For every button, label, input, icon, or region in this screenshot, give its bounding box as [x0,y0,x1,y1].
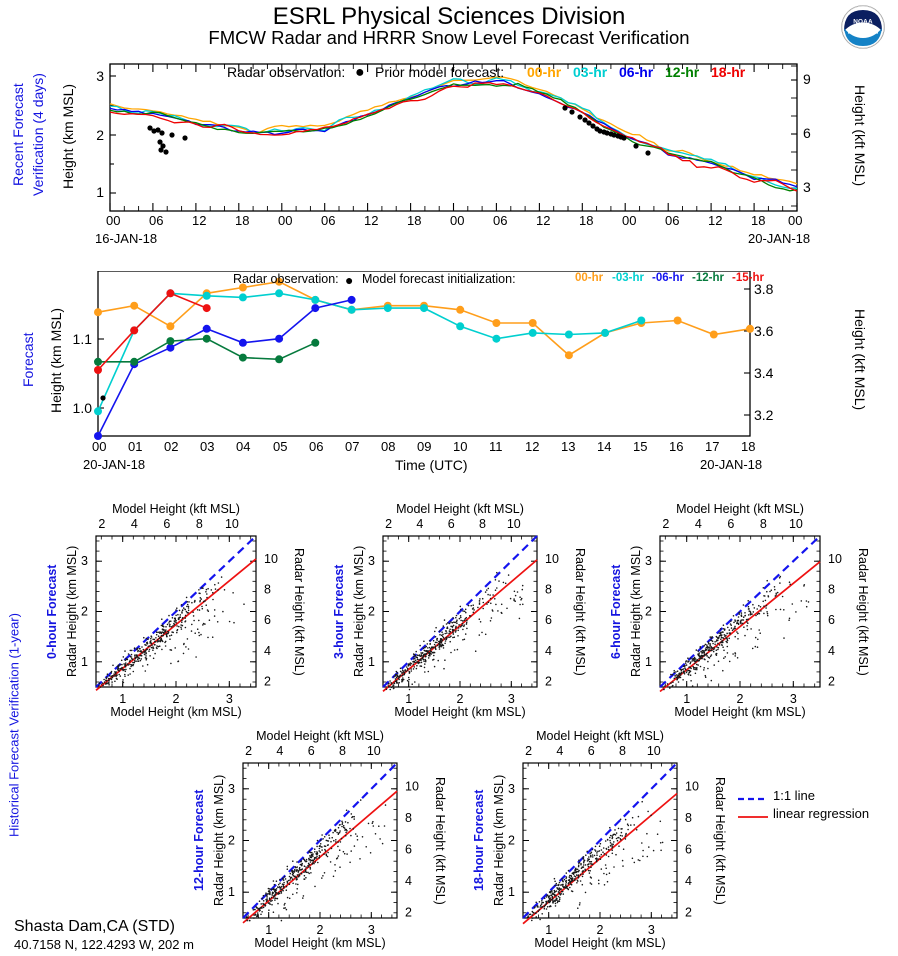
svg-text:3: 3 [803,179,811,195]
svg-text:3: 3 [226,692,233,706]
svg-text:3.4: 3.4 [754,365,774,381]
svg-text:2: 2 [828,675,835,689]
svg-text:4: 4 [685,874,692,888]
svg-text:2: 2 [685,905,692,919]
svg-text:6: 6 [588,744,595,758]
svg-text:8: 8 [264,582,271,596]
svg-text:3.2: 3.2 [754,407,774,423]
svg-text:1: 1 [405,692,412,706]
svg-text:3: 3 [508,692,515,706]
svg-text:2: 2 [368,605,375,619]
svg-text:2: 2 [597,923,604,937]
svg-text:4: 4 [545,644,552,658]
svg-text:2: 2 [81,605,88,619]
svg-text:3.6: 3.6 [754,323,774,339]
svg-text:4: 4 [405,874,412,888]
svg-text:8: 8 [545,582,552,596]
svg-text:10: 10 [789,517,803,531]
svg-text:1: 1 [119,692,126,706]
svg-text:6: 6 [685,842,692,856]
svg-text:4: 4 [828,644,835,658]
svg-text:2: 2 [173,692,180,706]
svg-text:4: 4 [264,644,271,658]
svg-text:2: 2 [457,692,464,706]
svg-text:1: 1 [645,655,652,669]
svg-text:10: 10 [367,744,381,758]
svg-text:1: 1 [683,692,690,706]
svg-text:8: 8 [196,517,203,531]
svg-text:6: 6 [163,517,170,531]
svg-text:3: 3 [508,782,515,796]
svg-text:6: 6 [264,613,271,627]
svg-text:3: 3 [648,923,655,937]
svg-text:3: 3 [81,554,88,568]
svg-text:2: 2 [96,127,104,143]
svg-text:4: 4 [131,517,138,531]
svg-text:10: 10 [545,552,559,566]
svg-text:10: 10 [264,552,278,566]
svg-text:2: 2 [228,834,235,848]
svg-text:10: 10 [828,552,842,566]
svg-text:1: 1 [265,923,272,937]
svg-text:8: 8 [405,811,412,825]
svg-text:1: 1 [545,923,552,937]
svg-text:2: 2 [385,517,392,531]
svg-text:3: 3 [790,692,797,706]
svg-text:8: 8 [685,811,692,825]
svg-text:1: 1 [368,655,375,669]
svg-text:9: 9 [803,71,811,87]
svg-text:3: 3 [368,923,375,937]
svg-text:1: 1 [81,655,88,669]
svg-text:3: 3 [96,68,104,84]
svg-text:1: 1 [228,885,235,899]
svg-text:6: 6 [828,613,835,627]
svg-text:2: 2 [317,923,324,937]
svg-text:6: 6 [308,744,315,758]
svg-text:2: 2 [264,675,271,689]
svg-text:2: 2 [508,834,515,848]
svg-text:10: 10 [507,517,521,531]
svg-text:8: 8 [760,517,767,531]
svg-text:2: 2 [737,692,744,706]
svg-text:3: 3 [368,554,375,568]
svg-text:6: 6 [545,613,552,627]
svg-text:2: 2 [405,905,412,919]
svg-text:10: 10 [225,517,239,531]
svg-text:8: 8 [339,744,346,758]
svg-text:6: 6 [727,517,734,531]
svg-text:1.0: 1.0 [73,400,93,416]
svg-text:2: 2 [645,605,652,619]
svg-text:4: 4 [276,744,283,758]
svg-text:1.1: 1.1 [73,331,93,347]
svg-text:3: 3 [228,782,235,796]
svg-text:10: 10 [647,744,661,758]
svg-text:8: 8 [828,582,835,596]
svg-text:2: 2 [545,675,552,689]
svg-text:1: 1 [96,184,104,200]
svg-text:6: 6 [448,517,455,531]
svg-text:6: 6 [405,842,412,856]
svg-text:4: 4 [556,744,563,758]
svg-text:2: 2 [98,517,105,531]
svg-text:8: 8 [479,517,486,531]
svg-text:3: 3 [645,554,652,568]
svg-text:2: 2 [525,744,532,758]
svg-text:4: 4 [416,517,423,531]
svg-text:2: 2 [245,744,252,758]
svg-text:8: 8 [619,744,626,758]
svg-text:6: 6 [803,125,811,141]
svg-text:4: 4 [695,517,702,531]
svg-text:10: 10 [405,779,419,793]
svg-text:10: 10 [685,779,699,793]
svg-text:1: 1 [508,885,515,899]
svg-text:2: 2 [662,517,669,531]
